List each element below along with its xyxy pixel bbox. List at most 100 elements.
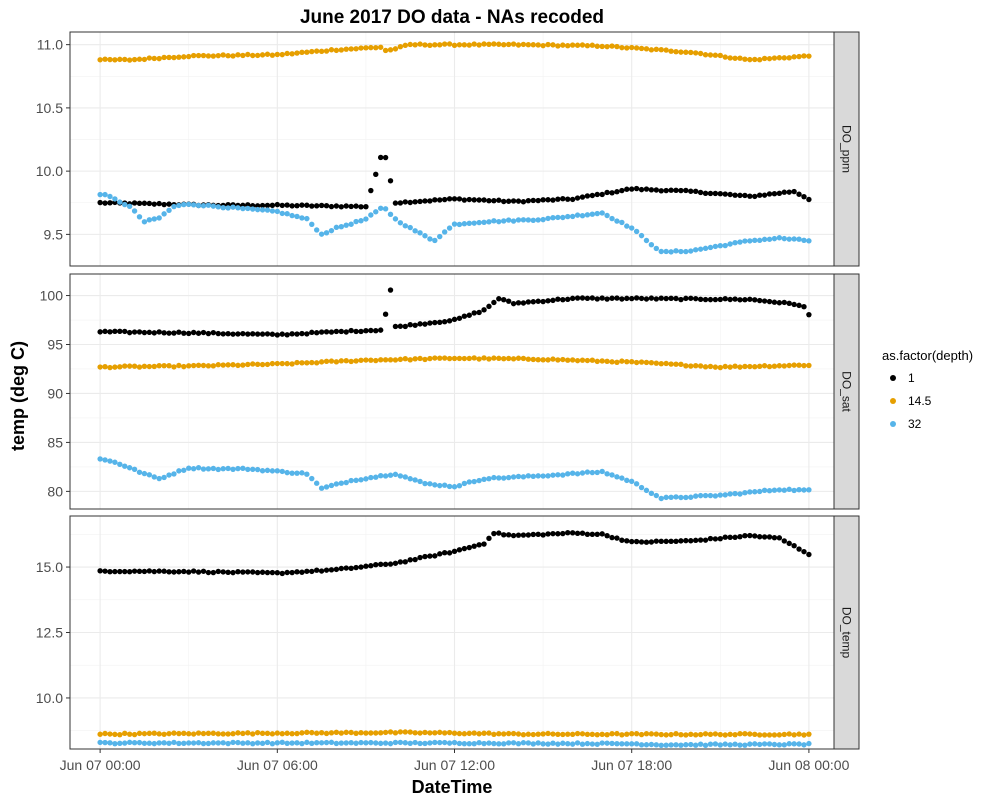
data-point bbox=[668, 187, 674, 193]
data-point bbox=[432, 355, 438, 361]
data-point bbox=[333, 481, 340, 487]
facet-strip bbox=[833, 273, 860, 510]
data-point bbox=[491, 474, 497, 481]
data-point bbox=[540, 741, 546, 747]
data-point bbox=[205, 363, 212, 369]
data-point bbox=[520, 532, 527, 538]
data-point bbox=[722, 295, 728, 302]
data-point bbox=[540, 473, 546, 479]
data-point bbox=[200, 740, 207, 747]
data-point bbox=[313, 730, 320, 736]
data-point bbox=[264, 730, 271, 737]
data-point bbox=[776, 190, 783, 197]
data-point bbox=[688, 248, 694, 254]
data-point bbox=[496, 41, 502, 47]
data-point bbox=[653, 360, 660, 366]
data-point bbox=[176, 362, 182, 369]
facet-strip bbox=[833, 31, 860, 267]
data-point bbox=[245, 466, 251, 473]
data-point bbox=[742, 238, 748, 244]
data-point bbox=[579, 470, 586, 476]
data-point bbox=[230, 53, 236, 59]
data-point bbox=[318, 568, 325, 574]
data-point bbox=[530, 356, 536, 363]
data-point bbox=[486, 219, 492, 225]
data-point bbox=[131, 208, 138, 214]
data-point bbox=[801, 362, 807, 369]
data-point bbox=[599, 531, 605, 537]
data-point bbox=[274, 569, 281, 576]
data-point bbox=[653, 731, 660, 737]
data-point bbox=[629, 295, 635, 302]
data-point bbox=[274, 208, 281, 215]
data-point bbox=[181, 330, 187, 336]
data-point bbox=[427, 553, 433, 559]
data-point bbox=[446, 225, 453, 231]
facet-panel-DO_temp: 10.0 12.5 15.0 DO_temp bbox=[36, 515, 860, 750]
data-point bbox=[274, 332, 281, 338]
data-point bbox=[806, 731, 812, 737]
data-point bbox=[451, 739, 458, 746]
data-point bbox=[122, 56, 128, 63]
data-point bbox=[604, 43, 610, 50]
data-point bbox=[722, 534, 728, 540]
data-point bbox=[417, 730, 423, 736]
data-point bbox=[117, 461, 123, 467]
data-point bbox=[190, 731, 197, 737]
data-point bbox=[481, 476, 487, 483]
data-point bbox=[235, 465, 241, 472]
data-point bbox=[368, 44, 374, 51]
data-point bbox=[776, 363, 783, 369]
data-point bbox=[668, 494, 674, 501]
data-point bbox=[471, 730, 477, 736]
data-point bbox=[422, 729, 428, 736]
data-point bbox=[574, 212, 581, 218]
data-point bbox=[505, 41, 512, 48]
data-point bbox=[476, 309, 482, 316]
data-point bbox=[373, 561, 379, 568]
data-point bbox=[584, 740, 591, 747]
data-point bbox=[496, 218, 502, 225]
data-point bbox=[756, 297, 763, 304]
data-point bbox=[663, 47, 669, 53]
data-point bbox=[461, 731, 468, 737]
data-point bbox=[599, 210, 605, 216]
data-point bbox=[786, 731, 792, 737]
data-point bbox=[673, 538, 679, 545]
data-point bbox=[215, 740, 221, 746]
data-point bbox=[151, 474, 157, 480]
data-point bbox=[215, 52, 221, 59]
data-point bbox=[112, 57, 118, 63]
data-point bbox=[722, 492, 728, 498]
data-point bbox=[476, 739, 482, 746]
data-point bbox=[555, 472, 561, 478]
data-point bbox=[451, 355, 458, 362]
data-point bbox=[530, 42, 536, 48]
data-point bbox=[338, 204, 345, 210]
data-point bbox=[250, 466, 256, 473]
data-point bbox=[658, 46, 664, 53]
data-point bbox=[638, 232, 645, 239]
data-point bbox=[392, 216, 399, 222]
data-point bbox=[466, 730, 472, 737]
data-point bbox=[171, 203, 177, 210]
data-point bbox=[186, 330, 192, 337]
data-point bbox=[402, 740, 408, 746]
data-point bbox=[569, 357, 576, 363]
data-point bbox=[560, 195, 566, 202]
data-point bbox=[156, 362, 162, 369]
data-point bbox=[747, 296, 753, 302]
data-point bbox=[417, 740, 423, 747]
data-point bbox=[235, 331, 241, 337]
data-point bbox=[707, 52, 714, 58]
data-point bbox=[195, 202, 202, 209]
data-point bbox=[368, 474, 374, 481]
data-point bbox=[688, 295, 694, 301]
data-point bbox=[363, 563, 369, 569]
data-point bbox=[712, 364, 719, 370]
data-point bbox=[387, 357, 394, 363]
data-point bbox=[535, 473, 541, 479]
data-point bbox=[491, 197, 497, 204]
data-point bbox=[294, 470, 300, 476]
data-point bbox=[387, 47, 394, 53]
